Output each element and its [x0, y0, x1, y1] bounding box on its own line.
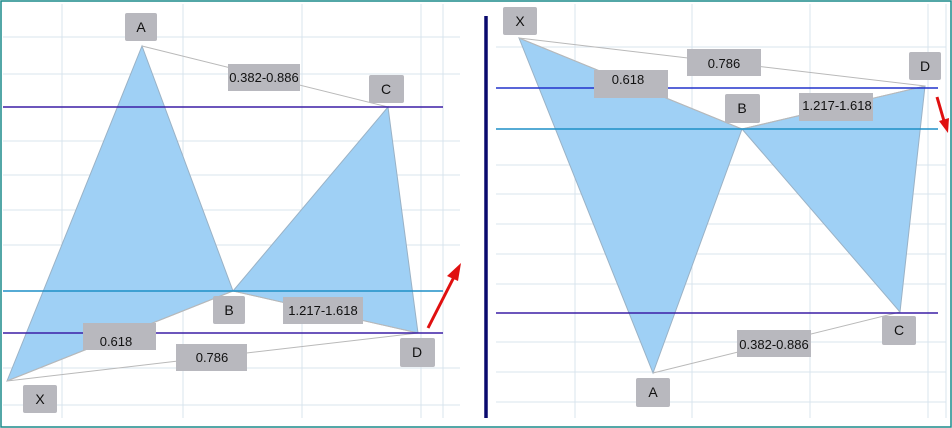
svg-text:A: A [136, 19, 146, 35]
right-point-a: A [636, 378, 670, 407]
svg-text:D: D [412, 344, 422, 360]
svg-text:X: X [515, 13, 525, 29]
left-ratio-abc-text: 0.382-0.886 [229, 70, 298, 85]
right-point-c: C [882, 316, 916, 345]
right-ratio-xad: 0.786 [687, 49, 761, 76]
left-ratio-abc: 0.382-0.886 [228, 64, 300, 91]
right-ratio-xab: 0.618 [594, 70, 668, 98]
svg-text:B: B [737, 100, 746, 116]
right-point-b: B [725, 94, 760, 123]
right-point-x: X [503, 7, 537, 35]
right-ratio-bcd: 1.217-1.618 [799, 93, 873, 121]
left-ratio-xad-text: 0.786 [196, 350, 229, 365]
left-ratio-bcd-text: 1.217-1.618 [288, 303, 357, 318]
right-ratio-bcd-text: 1.217-1.618 [802, 98, 871, 113]
right-ratio-xab-text: 0.618 [612, 72, 645, 87]
left-ratio-xab-text: 0.618 [100, 334, 133, 349]
panel-bullish: 0.382-0.886 1.217-1.618 0.618 0.786 A C … [3, 4, 461, 418]
left-point-a: A [125, 13, 157, 41]
left-ratio-xab: 0.618 [83, 323, 156, 350]
right-ratio-abc: 0.382-0.886 [737, 330, 811, 357]
left-up-arrow [426, 263, 461, 329]
left-point-d: D [400, 338, 435, 367]
left-ratio-bcd: 1.217-1.618 [283, 297, 363, 324]
left-point-b: B [213, 296, 245, 324]
svg-text:C: C [894, 322, 904, 338]
svg-text:C: C [381, 81, 391, 97]
left-point-x: X [23, 385, 57, 413]
svg-text:D: D [920, 58, 930, 74]
panel-bearish: 0.786 0.618 1.217-1.618 0.382-0.886 X D … [496, 4, 949, 418]
left-ratio-xad: 0.786 [176, 344, 247, 371]
right-ratio-xad-text: 0.786 [708, 56, 741, 71]
svg-text:B: B [224, 302, 233, 318]
right-ratio-abc-text: 0.382-0.886 [739, 337, 808, 352]
right-down-arrow [935, 96, 949, 133]
right-point-d: D [909, 52, 941, 80]
left-point-c: C [369, 75, 404, 103]
svg-text:X: X [35, 391, 45, 407]
svg-text:A: A [648, 384, 658, 400]
